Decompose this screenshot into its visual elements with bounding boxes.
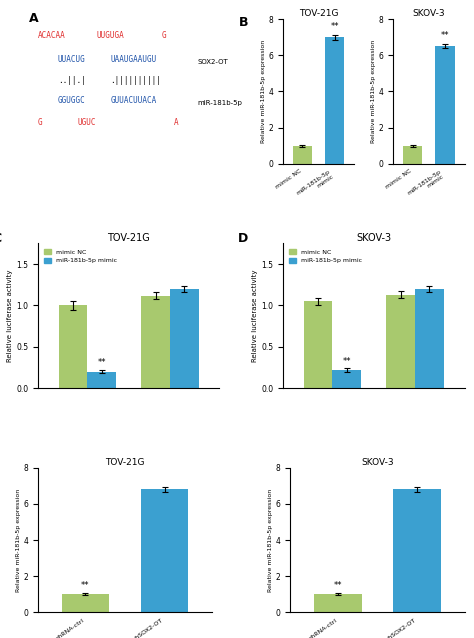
Text: SOX2-OT: SOX2-OT <box>198 59 228 65</box>
Text: G: G <box>161 31 166 40</box>
Y-axis label: Relative luciferase activity: Relative luciferase activity <box>7 270 13 362</box>
Y-axis label: Relative miR-181b-5p expression: Relative miR-181b-5p expression <box>371 40 376 143</box>
Text: B: B <box>239 16 249 29</box>
Text: D: D <box>237 232 248 245</box>
Y-axis label: Relative miR-181b-5p expression: Relative miR-181b-5p expression <box>261 40 265 143</box>
Text: UAAUGAAUGU: UAAUGAAUGU <box>110 56 157 64</box>
Text: **: ** <box>334 581 342 590</box>
Text: ..||.|: ..||.| <box>58 76 86 85</box>
Bar <box>141 295 170 388</box>
Text: .||||||||||: .|||||||||| <box>110 76 162 85</box>
Text: **: ** <box>98 359 106 367</box>
Bar <box>170 289 199 388</box>
Bar <box>87 371 116 388</box>
Bar <box>436 47 455 164</box>
Bar <box>141 489 188 612</box>
Title: TOV-21G: TOV-21G <box>299 10 338 19</box>
Text: **: ** <box>81 581 90 590</box>
Bar <box>393 489 441 612</box>
Text: A: A <box>29 12 38 25</box>
Text: UUACUG: UUACUG <box>58 56 86 64</box>
Text: A: A <box>174 118 179 127</box>
Bar <box>332 370 361 388</box>
Text: UGUC: UGUC <box>78 118 96 127</box>
Title: TOV-21G: TOV-21G <box>107 233 150 242</box>
Title: SKOV-3: SKOV-3 <box>361 458 394 467</box>
Text: UUGUGA: UUGUGA <box>96 31 124 40</box>
Bar <box>386 295 415 388</box>
Y-axis label: Relative miR-181b-5p expression: Relative miR-181b-5p expression <box>268 489 273 592</box>
Text: C: C <box>0 232 2 245</box>
Title: TOV-21G: TOV-21G <box>105 458 145 467</box>
Text: **: ** <box>441 31 449 40</box>
Y-axis label: Relative luciferase activity: Relative luciferase activity <box>252 270 258 362</box>
Bar <box>293 145 312 164</box>
Bar <box>403 145 422 164</box>
Legend: mimic NC, miR-181b-5p mimic: mimic NC, miR-181b-5p mimic <box>286 246 365 266</box>
Bar <box>59 306 87 388</box>
Text: ACACAA: ACACAA <box>38 31 66 40</box>
Text: GGUGGC: GGUGGC <box>58 96 86 105</box>
Title: SKOV-3: SKOV-3 <box>356 233 392 242</box>
Bar <box>415 289 444 388</box>
Title: SKOV-3: SKOV-3 <box>412 10 445 19</box>
Text: G: G <box>38 118 43 127</box>
Bar <box>304 301 332 388</box>
Y-axis label: Relative miR-181b-5p expression: Relative miR-181b-5p expression <box>16 489 20 592</box>
Bar <box>314 595 362 612</box>
Bar <box>325 37 345 164</box>
Text: **: ** <box>343 357 351 366</box>
Text: miR-181b-5p: miR-181b-5p <box>198 100 243 106</box>
Bar <box>62 595 109 612</box>
Legend: mimic NC, miR-181b-5p mimic: mimic NC, miR-181b-5p mimic <box>41 246 119 266</box>
Text: GUUACUUACA: GUUACUUACA <box>110 96 157 105</box>
Text: **: ** <box>330 22 339 31</box>
